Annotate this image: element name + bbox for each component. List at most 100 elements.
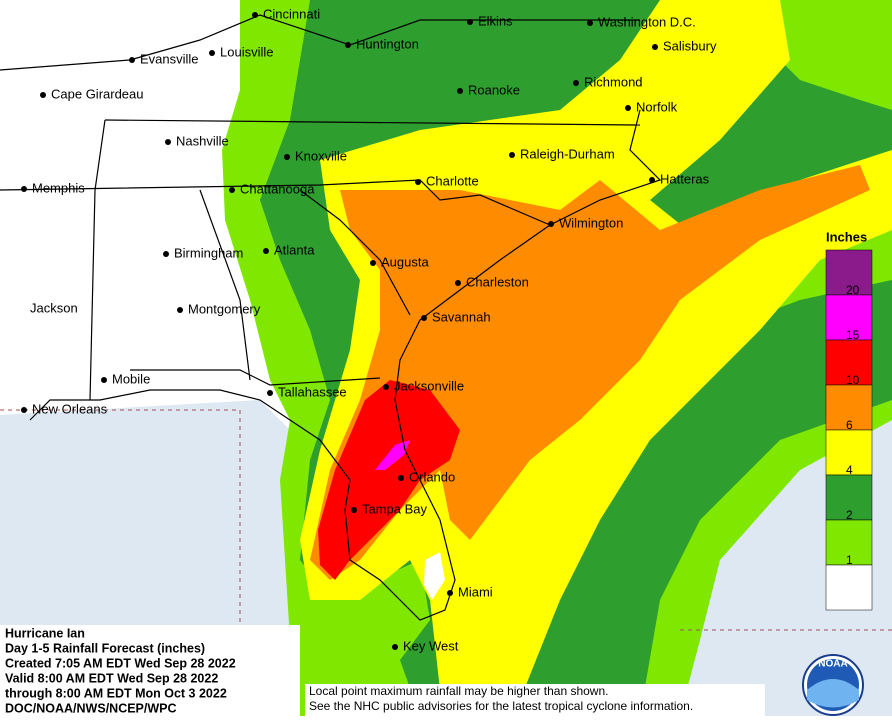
legend-label: 15 xyxy=(846,328,860,342)
legend-label: 4 xyxy=(846,463,853,477)
city-dot xyxy=(457,88,463,94)
legend-swatch xyxy=(825,429,873,476)
city-dot xyxy=(447,590,453,596)
city-dot xyxy=(421,315,427,321)
city-label: Salisbury xyxy=(663,38,717,53)
city-dot xyxy=(587,20,593,26)
info-line: Valid 8:00 AM EDT Wed Sep 28 2022 xyxy=(5,671,218,685)
info-box xyxy=(0,625,300,716)
city-dot xyxy=(165,139,171,145)
city-label: Memphis xyxy=(32,180,85,195)
legend-label: 6 xyxy=(846,418,853,432)
city-label: Mobile xyxy=(112,371,150,386)
city-label: Cincinnati xyxy=(263,6,320,21)
state-line xyxy=(199,189,251,381)
city-dot xyxy=(263,248,269,254)
state-line xyxy=(89,119,106,401)
legend-label: 2 xyxy=(846,508,853,522)
city-label: Cape Girardeau xyxy=(51,86,144,101)
rain-10in xyxy=(318,380,460,580)
legend-swatch xyxy=(825,519,873,566)
city-label: Evansville xyxy=(140,51,199,66)
noaa-logo: NOAA xyxy=(802,654,864,716)
city-dot xyxy=(229,187,235,193)
city-dot xyxy=(129,57,135,63)
city-label: Tampa Bay xyxy=(362,501,428,516)
city-dot xyxy=(21,186,27,192)
city-dot xyxy=(252,12,258,18)
city-label: Birmingham xyxy=(174,245,243,260)
city-label: Wilmington xyxy=(559,215,623,230)
city-dot xyxy=(267,390,273,396)
city-label: Washington D.C. xyxy=(598,14,696,29)
marine-boundaries xyxy=(0,409,892,631)
rain-15in xyxy=(375,440,410,470)
city-label: Raleigh-Durham xyxy=(520,146,615,161)
info-line: Day 1-5 Rainfall Forecast (inches) xyxy=(5,641,205,655)
city-label: Huntington xyxy=(356,36,419,51)
city-dot xyxy=(392,644,398,650)
city-dot xyxy=(652,44,658,50)
city-label: Jackson xyxy=(30,300,78,315)
legend-label: 10 xyxy=(846,373,860,387)
coastline xyxy=(29,109,662,621)
legend: Inches 20 15 10 6 4 2 1 xyxy=(825,229,873,611)
city-label: Hatteras xyxy=(660,171,710,186)
rain-6in xyxy=(310,165,870,580)
state-line xyxy=(130,369,381,386)
city-label: Savannah xyxy=(432,309,491,324)
disclaimer: Local point maximum rainfall may be high… xyxy=(309,684,608,698)
legend-label: 20 xyxy=(846,283,860,297)
city-label: Miami xyxy=(458,584,493,599)
city-label: Knoxville xyxy=(295,148,347,163)
city-label: Charleston xyxy=(466,274,529,289)
state-line xyxy=(0,179,551,226)
city-dot xyxy=(415,179,421,185)
city-dot xyxy=(625,105,631,111)
city-dot xyxy=(177,307,183,313)
city-label: Elkins xyxy=(478,13,513,28)
city-label: Key West xyxy=(403,638,459,653)
disclaimer: See the NHC public advisories for the la… xyxy=(309,699,693,713)
city-dot xyxy=(351,507,357,513)
city-label: Augusta xyxy=(381,254,429,269)
city-dot xyxy=(455,280,461,286)
city-dot xyxy=(649,177,655,183)
city-dot xyxy=(509,152,515,158)
city-label: Montgomery xyxy=(188,301,261,316)
legend-swatch xyxy=(825,249,873,296)
info-line: Hurricane Ian xyxy=(5,626,85,640)
city-dot xyxy=(163,251,169,257)
city-dot xyxy=(467,19,473,25)
city-label: Louisville xyxy=(220,44,273,59)
city-label: Roanoke xyxy=(468,82,520,97)
city-label: Richmond xyxy=(584,74,643,89)
city-label: Jacksonville xyxy=(394,378,464,393)
city-label: Atlanta xyxy=(274,242,315,257)
logo-text: NOAA xyxy=(818,659,847,670)
disclaimer-box xyxy=(305,684,765,716)
city-dot xyxy=(548,221,554,227)
legend-title: Inches xyxy=(826,229,867,244)
city-dot xyxy=(398,475,404,481)
city-dot xyxy=(101,377,107,383)
city-label: Charlotte xyxy=(426,173,479,188)
legend-swatch xyxy=(825,384,873,431)
city-dot xyxy=(370,260,376,266)
city-dot xyxy=(345,42,351,48)
cities: Cincinnati Elkins Washington D.C. Salisbury… xyxy=(21,6,717,653)
info-line: through 8:00 AM EDT Mon Oct 3 2022 xyxy=(5,686,227,700)
dry-patch xyxy=(424,552,445,600)
city-dot xyxy=(21,407,27,413)
state-line xyxy=(299,189,411,316)
city-dot xyxy=(383,384,389,390)
city-dot xyxy=(209,50,215,56)
city-label: Nashville xyxy=(176,133,229,148)
city-label: Tallahassee xyxy=(278,384,347,399)
info-line: DOC/NOAA/NWS/NCEP/WPC xyxy=(5,701,177,715)
city-label: Orlando xyxy=(409,469,455,484)
city-dot xyxy=(284,154,290,160)
legend-swatch xyxy=(825,339,873,386)
